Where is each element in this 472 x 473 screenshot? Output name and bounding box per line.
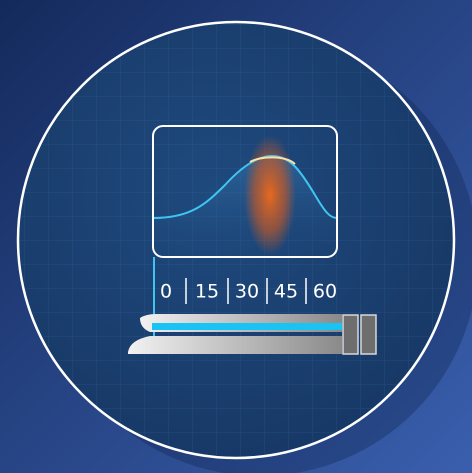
block	[360, 314, 377, 355]
chart-window	[153, 135, 337, 257]
curve-highlight	[249, 156, 296, 165]
curve	[153, 154, 337, 219]
scale-label: 30	[235, 281, 259, 303]
lower-bar	[128, 336, 342, 354]
caliper	[128, 314, 377, 355]
scale: 0 15 30 45 60	[160, 278, 337, 304]
disc-border	[16, 20, 456, 460]
glow	[244, 135, 296, 255]
scale-label: 60	[313, 281, 337, 303]
indicator	[152, 323, 342, 330]
scale-label: 45	[274, 281, 298, 303]
block	[342, 314, 359, 355]
scale-label: 15	[195, 281, 219, 303]
scale-label: 0	[160, 281, 172, 303]
chart-frame	[152, 125, 338, 258]
